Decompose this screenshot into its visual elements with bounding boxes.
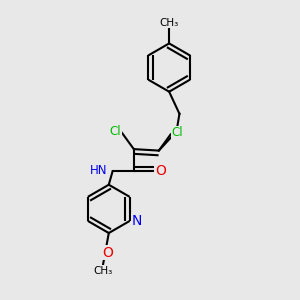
Text: Cl: Cl <box>110 125 122 138</box>
Text: S: S <box>174 128 182 142</box>
Text: O: O <box>155 164 166 178</box>
Text: Cl: Cl <box>172 126 184 139</box>
Text: N: N <box>132 214 142 228</box>
Text: HN: HN <box>90 164 107 177</box>
Text: CH₃: CH₃ <box>93 266 112 276</box>
Text: CH₃: CH₃ <box>160 17 179 28</box>
Text: O: O <box>102 246 113 260</box>
